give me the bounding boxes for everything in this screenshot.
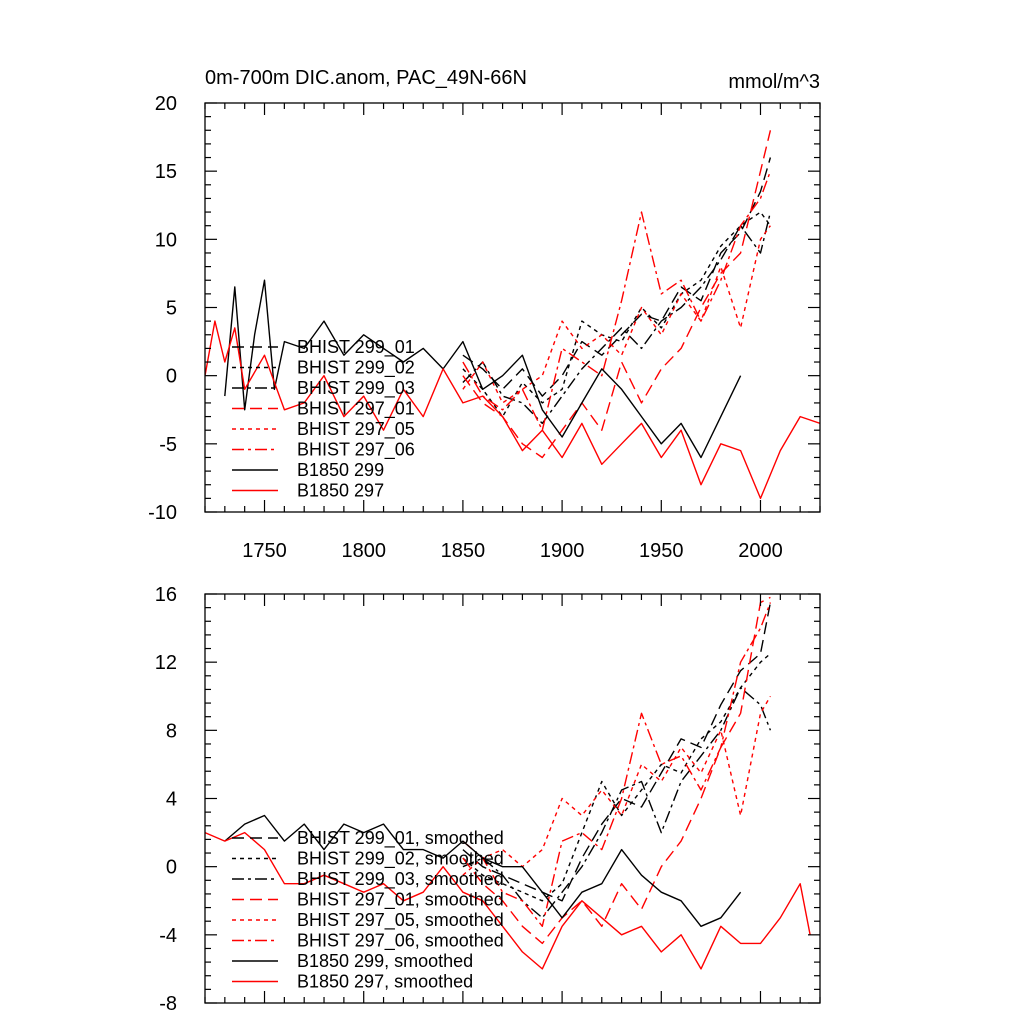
top-chart-panel: 0m-700m DIC.anom, PAC_49N-66N mmol/m^3 1… [148, 67, 821, 562]
legend-label: B1850 297, smoothed [297, 972, 473, 992]
legend-label: BHIST 297_06 [297, 440, 415, 461]
y-tick-label: -5 [159, 434, 177, 456]
legend-label: B1850 297 [297, 481, 384, 501]
legend-label: BHIST 299_01 [297, 337, 415, 358]
legend-label: BHIST 297_06, smoothed [297, 931, 504, 952]
y-tick-label: -8 [159, 993, 177, 1015]
x-tick-label: 1750 [242, 540, 287, 562]
legend-label: BHIST 299_03 [297, 378, 415, 399]
y-tick-label: 16 [155, 584, 177, 606]
bottom-axis-ticks: -8 -4 0 4 8 12 16 [155, 584, 821, 1015]
legend-label: BHIST 299_01, smoothed [297, 828, 504, 849]
legend-label: B1850 299, smoothed [297, 951, 473, 971]
y-tick-label: 8 [166, 720, 177, 742]
series-line-4 [462, 130, 772, 459]
x-tick-label: 1800 [341, 540, 386, 562]
series-line-1 [462, 602, 772, 902]
chart-title: 0m-700m DIC.anom, PAC_49N-66N [205, 67, 527, 89]
legend-label: BHIST 297_05 [297, 419, 415, 440]
top-axis-ticks: 1750 1800 1850 1900 1950 2000 -10 -5 0 5 10 15 20 [148, 93, 821, 562]
chart-units-label: mmol/m^3 [728, 71, 820, 93]
y-tick-label: 15 [155, 161, 177, 183]
series-line-3 [462, 211, 772, 425]
y-tick-label: 12 [155, 652, 177, 674]
series-line-6 [462, 602, 772, 927]
legend-label: BHIST 297_01 [297, 399, 415, 420]
x-tick-label: 1950 [639, 540, 684, 562]
series-line-6 [462, 170, 772, 431]
bottom-plot-frame [204, 593, 821, 1004]
y-tick-label: 0 [166, 857, 177, 879]
series-line-5 [462, 695, 772, 876]
series-line-3 [462, 687, 772, 919]
bottom-plot-lines [205, 596, 811, 970]
series-line-2 [462, 211, 771, 418]
x-tick-label: 1900 [540, 540, 585, 562]
x-tick-label: 1850 [441, 540, 486, 562]
y-tick-label: 4 [166, 789, 177, 811]
series-line-1 [462, 157, 772, 397]
legend-label: B1850 299 [297, 460, 384, 480]
series-line-7 [224, 814, 742, 927]
x-tick-label: 2000 [738, 540, 783, 562]
legend-label: BHIST 299_03, smoothed [297, 869, 504, 890]
series-line-5 [462, 225, 771, 404]
legend-label: BHIST 299_02 [297, 358, 415, 379]
legend-label: BHIST 299_02, smoothed [297, 849, 504, 870]
series-line-8 [205, 831, 811, 970]
y-tick-label: 20 [155, 93, 177, 115]
legend-label: BHIST 297_01, smoothed [297, 890, 504, 911]
top-plot-frame [204, 102, 821, 513]
y-tick-label: 0 [166, 366, 177, 388]
y-tick-label: -4 [159, 925, 177, 947]
series-line-7 [224, 279, 742, 459]
y-tick-label: 5 [166, 298, 177, 320]
top-plot-lines [205, 130, 820, 500]
y-tick-label: 10 [155, 229, 177, 251]
series-line-4 [462, 596, 771, 945]
legend-label: BHIST 297_05, smoothed [297, 910, 504, 931]
y-tick-label: -10 [148, 502, 177, 524]
series-line-2 [462, 653, 771, 902]
series-line-8 [205, 320, 820, 500]
